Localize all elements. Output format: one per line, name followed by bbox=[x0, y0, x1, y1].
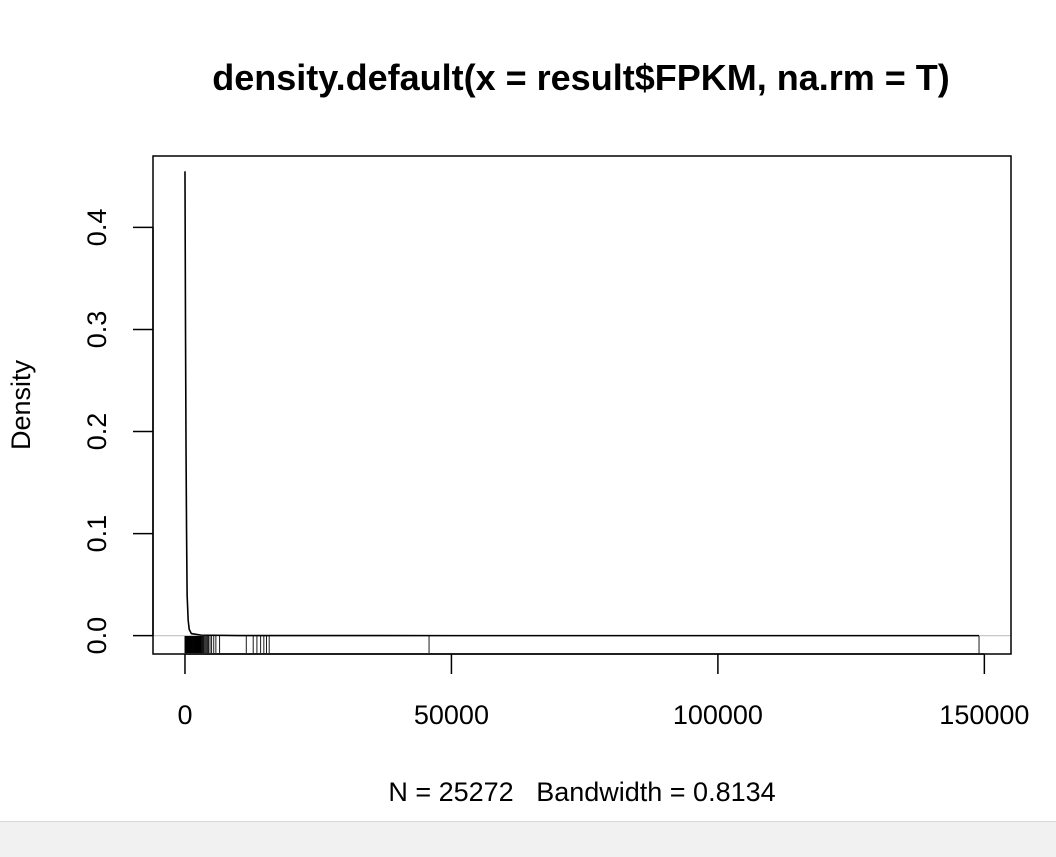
x-tick-label: 100000 bbox=[673, 700, 763, 730]
x-tick-label: 0 bbox=[177, 700, 192, 730]
x-axis: 0 50000 100000 150000 bbox=[177, 653, 1029, 730]
y-tick-label: 0.1 bbox=[82, 515, 112, 553]
rug-layer bbox=[184, 636, 980, 653]
y-tick-label: 0.3 bbox=[82, 311, 112, 349]
y-tick-label: 0.4 bbox=[82, 209, 112, 247]
x-axis-label: N = 25272 Bandwidth = 0.8134 bbox=[388, 777, 775, 807]
y-axis-label: Density bbox=[6, 359, 36, 450]
window-bottom-bar bbox=[0, 821, 1056, 857]
plot-frame bbox=[152, 155, 1012, 655]
x-tick-label: 150000 bbox=[939, 700, 1029, 730]
density-chart: density.default(x = result$FPKM, na.rm =… bbox=[6, 57, 1029, 807]
y-tick-label: 0.0 bbox=[82, 617, 112, 655]
density-line bbox=[184, 171, 980, 637]
x-tick-label: 50000 bbox=[414, 700, 489, 730]
chart-title: density.default(x = result$FPKM, na.rm =… bbox=[212, 57, 950, 98]
line-layer bbox=[184, 171, 980, 637]
y-tick-label: 0.2 bbox=[82, 413, 112, 451]
y-axis: 0.0 0.1 0.2 0.3 0.4 bbox=[82, 209, 154, 655]
